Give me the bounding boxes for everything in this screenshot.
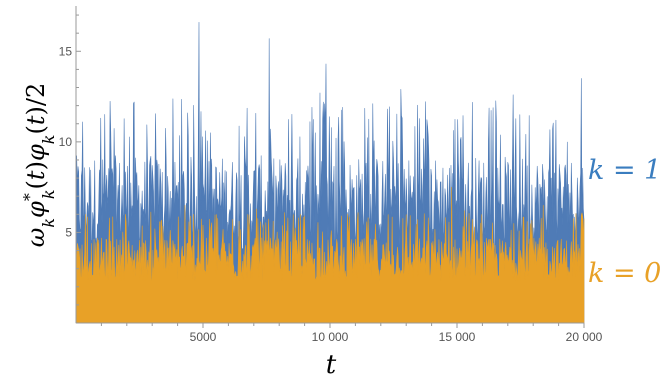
- x-tick-label: 5000: [190, 330, 217, 344]
- series-area-k0: [75, 186, 585, 324]
- series-label-k0: k = 0: [588, 258, 660, 289]
- y-tick-label: 15: [59, 44, 73, 58]
- x-tick-label: 10 000: [312, 330, 349, 344]
- x-tick-label: 20 000: [566, 330, 603, 344]
- y-axis-label: ωkφ*k(t)φk(t)/2: [20, 83, 58, 247]
- x-axis-label: t: [326, 350, 337, 380]
- y-tick-label: 5: [65, 225, 72, 239]
- x-axis-ticks: 5000 10 000 15 000 20 000: [100, 323, 603, 344]
- y-tick-label: 10: [59, 135, 73, 149]
- x-tick-label: 15 000: [439, 330, 476, 344]
- series-label-k1: k = 1: [588, 155, 660, 186]
- plot-area: [75, 22, 585, 324]
